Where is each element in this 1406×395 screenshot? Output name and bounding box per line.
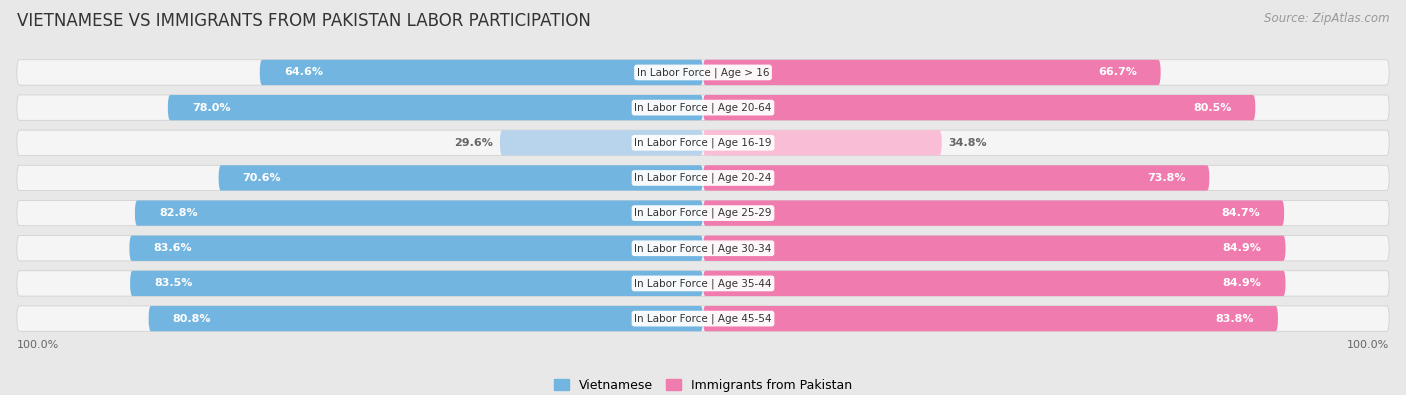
FancyBboxPatch shape — [703, 165, 1209, 191]
FancyBboxPatch shape — [703, 95, 1256, 120]
Text: In Labor Force | Age 16-19: In Labor Force | Age 16-19 — [634, 137, 772, 148]
FancyBboxPatch shape — [703, 306, 1278, 331]
FancyBboxPatch shape — [131, 271, 703, 296]
Text: 82.8%: 82.8% — [159, 208, 197, 218]
Text: 83.5%: 83.5% — [155, 278, 193, 288]
FancyBboxPatch shape — [260, 60, 703, 85]
Text: 84.7%: 84.7% — [1222, 208, 1260, 218]
Text: In Labor Force | Age > 16: In Labor Force | Age > 16 — [637, 67, 769, 78]
Text: 100.0%: 100.0% — [17, 340, 59, 350]
Text: 84.9%: 84.9% — [1223, 243, 1261, 253]
Text: 80.8%: 80.8% — [173, 314, 211, 324]
FancyBboxPatch shape — [703, 271, 1285, 296]
Text: In Labor Force | Age 35-44: In Labor Force | Age 35-44 — [634, 278, 772, 289]
Text: 73.8%: 73.8% — [1147, 173, 1185, 183]
Text: 66.7%: 66.7% — [1098, 68, 1136, 77]
Text: In Labor Force | Age 20-24: In Labor Force | Age 20-24 — [634, 173, 772, 183]
FancyBboxPatch shape — [501, 130, 703, 156]
Text: In Labor Force | Age 30-34: In Labor Force | Age 30-34 — [634, 243, 772, 254]
FancyBboxPatch shape — [218, 165, 703, 191]
FancyBboxPatch shape — [703, 130, 942, 156]
Text: 34.8%: 34.8% — [949, 138, 987, 148]
Text: 84.9%: 84.9% — [1223, 278, 1261, 288]
Text: 64.6%: 64.6% — [284, 68, 323, 77]
FancyBboxPatch shape — [167, 95, 703, 120]
FancyBboxPatch shape — [17, 165, 1389, 191]
Text: In Labor Force | Age 45-54: In Labor Force | Age 45-54 — [634, 313, 772, 324]
FancyBboxPatch shape — [17, 130, 1389, 156]
Text: 29.6%: 29.6% — [454, 138, 494, 148]
FancyBboxPatch shape — [129, 235, 703, 261]
Text: In Labor Force | Age 20-64: In Labor Force | Age 20-64 — [634, 102, 772, 113]
FancyBboxPatch shape — [17, 200, 1389, 226]
FancyBboxPatch shape — [135, 200, 703, 226]
Text: 83.6%: 83.6% — [153, 243, 193, 253]
FancyBboxPatch shape — [17, 60, 1389, 85]
Text: 70.6%: 70.6% — [243, 173, 281, 183]
FancyBboxPatch shape — [149, 306, 703, 331]
Text: In Labor Force | Age 25-29: In Labor Force | Age 25-29 — [634, 208, 772, 218]
FancyBboxPatch shape — [703, 235, 1285, 261]
Text: 100.0%: 100.0% — [1347, 340, 1389, 350]
FancyBboxPatch shape — [17, 306, 1389, 331]
Text: 78.0%: 78.0% — [191, 103, 231, 113]
Text: VIETNAMESE VS IMMIGRANTS FROM PAKISTAN LABOR PARTICIPATION: VIETNAMESE VS IMMIGRANTS FROM PAKISTAN L… — [17, 12, 591, 30]
Text: 83.8%: 83.8% — [1215, 314, 1254, 324]
Legend: Vietnamese, Immigrants from Pakistan: Vietnamese, Immigrants from Pakistan — [550, 374, 856, 395]
Text: 80.5%: 80.5% — [1192, 103, 1232, 113]
FancyBboxPatch shape — [703, 200, 1284, 226]
Text: Source: ZipAtlas.com: Source: ZipAtlas.com — [1264, 12, 1389, 25]
FancyBboxPatch shape — [17, 235, 1389, 261]
FancyBboxPatch shape — [703, 60, 1160, 85]
FancyBboxPatch shape — [17, 271, 1389, 296]
FancyBboxPatch shape — [17, 95, 1389, 120]
